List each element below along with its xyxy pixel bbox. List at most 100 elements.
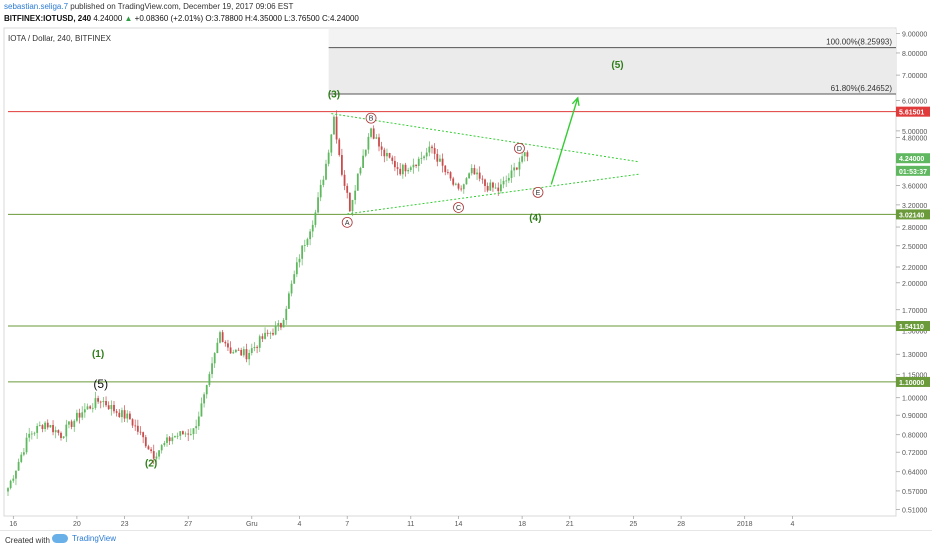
chart[interactable]: IOTA / Dollar, 240, BITFINEX 9.00000 8.000… <box>0 0 932 535</box>
candle-body <box>33 432 36 434</box>
candle-body <box>399 168 402 175</box>
candle-body <box>415 164 417 166</box>
price-badge-text: 3.02140 <box>899 212 924 219</box>
candle <box>288 291 290 310</box>
candle-body <box>510 170 513 178</box>
fib-zone-upper <box>328 29 896 48</box>
time-tick-label: 23 <box>121 521 129 528</box>
time-tick-label: 4 <box>790 521 794 528</box>
candle-body <box>81 412 84 418</box>
candle-body <box>367 136 370 150</box>
candle <box>229 341 232 354</box>
price-tick-label: 0.64000 <box>902 470 927 477</box>
brand-name: TradingView <box>72 534 117 543</box>
candle <box>280 322 282 331</box>
candle-body <box>52 425 54 433</box>
candle <box>356 173 359 191</box>
candle-body <box>457 183 460 189</box>
candle-body <box>489 182 492 191</box>
candle-body <box>394 160 396 168</box>
candle-body <box>303 244 306 246</box>
candle <box>258 334 261 352</box>
plot-area[interactable] <box>3 27 897 517</box>
candle-body <box>375 137 378 139</box>
candle-body <box>30 433 33 435</box>
candle <box>338 137 341 157</box>
candle-body <box>221 332 224 342</box>
abcde-label: A <box>341 216 353 228</box>
candle <box>473 164 476 175</box>
candle <box>12 475 15 483</box>
ohlc-values: O:3.78800 H:4.35000 L:3.76500 C:4.24000 <box>205 14 359 23</box>
candle-body <box>195 426 198 429</box>
candle <box>219 330 221 344</box>
candle-body <box>25 437 28 453</box>
candle <box>94 391 97 410</box>
time-tick-label: 16 <box>9 521 17 528</box>
candle-body <box>150 449 152 452</box>
candle <box>20 452 23 464</box>
candle-body <box>417 158 420 166</box>
candle-body <box>99 401 102 403</box>
candle-body <box>354 190 357 200</box>
candle-body <box>277 323 280 326</box>
candle <box>314 209 317 228</box>
candle <box>139 426 142 436</box>
candle <box>447 169 449 175</box>
candle-body <box>306 239 309 245</box>
cloud-icon <box>52 534 68 544</box>
price-tick-label: 5.00000 <box>902 129 927 136</box>
candle-body <box>468 173 470 179</box>
abcde-letter: E <box>536 190 541 197</box>
candle-body <box>123 410 126 419</box>
candle <box>285 305 288 325</box>
chart-title: IOTA / Dollar, 240, BITFINEX <box>8 34 112 43</box>
candle <box>91 403 94 413</box>
candle-body <box>253 346 256 349</box>
candle <box>370 127 372 139</box>
price-tick-label: 0.57000 <box>902 489 927 496</box>
candle <box>333 115 335 135</box>
abcde-letter: D <box>517 146 522 153</box>
candle-body <box>526 152 529 157</box>
candle-body <box>102 401 105 403</box>
candle <box>248 349 251 366</box>
price-tick-label: 4.80000 <box>902 136 927 143</box>
price-tick-label: 1.15000 <box>902 373 927 380</box>
candle <box>15 470 17 486</box>
candle-body <box>521 156 523 162</box>
candle-body <box>94 398 97 408</box>
candle-body <box>189 434 192 435</box>
candle-body <box>76 412 78 421</box>
candle-body <box>264 332 266 339</box>
candle <box>83 403 86 418</box>
time-axis[interactable]: 16 20 23 27 Gru 4 7 11 14 18 21 25 28 2018 4 <box>9 516 794 528</box>
candle-body <box>129 413 131 420</box>
candle-body <box>121 410 123 418</box>
tradingview-logo[interactable]: TradingView <box>52 534 117 544</box>
abcde-circle <box>453 202 464 213</box>
candle-body <box>404 164 407 172</box>
price-axis[interactable]: 9.00000 8.00000 7.00000 6.00000 5.000004.800… <box>896 31 927 514</box>
candle <box>465 177 468 185</box>
candle <box>89 404 92 410</box>
fib-zone <box>328 47 896 94</box>
candle-body <box>224 341 227 344</box>
candle <box>68 421 70 429</box>
candle <box>470 164 473 176</box>
candle-body <box>38 425 41 426</box>
candle-body <box>240 349 243 356</box>
candle-body <box>412 164 415 168</box>
candle-body <box>396 167 399 169</box>
candle-body <box>309 231 311 240</box>
candle-body <box>476 172 478 175</box>
abcde-label: B <box>365 112 377 124</box>
price-tick-label: 1.30000 <box>902 352 927 359</box>
candle <box>136 419 139 435</box>
fib-level-label: 61.80%(6.24652) <box>831 84 893 93</box>
time-tick-label: 7 <box>345 521 349 528</box>
author-link[interactable]: sebastian.seliga.7 <box>4 2 69 11</box>
candle <box>150 447 152 454</box>
price-chart[interactable]: IOTA / Dollar, 240, BITFINEX 9.00000 8.000… <box>0 0 932 530</box>
candle <box>386 148 388 162</box>
